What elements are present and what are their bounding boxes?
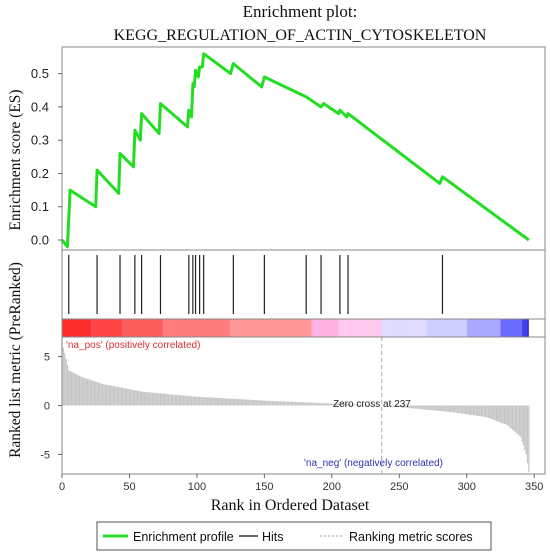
color-bar-segment — [522, 319, 528, 337]
legend-hits-label: Hits — [262, 530, 284, 544]
x-tick-label: 100 — [188, 481, 206, 493]
es-y-tick-label: 0.4 — [31, 99, 49, 114]
x-tick-label: 200 — [323, 481, 341, 493]
color-bar-segment — [466, 319, 501, 337]
metric-y-tick-label: 5 — [44, 352, 50, 364]
color-bar-segment — [338, 319, 382, 337]
legend-metric-label: Ranking metric scores — [349, 530, 473, 544]
color-bar-segment — [230, 319, 312, 337]
es-y-tick-label: 0.3 — [31, 133, 49, 148]
x-tick-label: 0 — [59, 481, 65, 493]
x-tick-label: 300 — [458, 481, 476, 493]
chart-marks: 0.00.10.20.30.40.550-50 50 100 150 200 250 300… — [31, 46, 546, 551]
negative-correlation-label: 'na_neg' (negatively correlated) — [304, 458, 443, 469]
chart-title: Enrichment plot: — [243, 2, 358, 21]
color-bar-segment — [500, 319, 523, 337]
color-bar-segment — [311, 319, 339, 337]
legend-es-label: Enrichment profile — [133, 530, 234, 544]
es-curve — [60, 52, 530, 249]
x-tick-label: 350 — [525, 481, 543, 493]
x-tick-label: 250 — [390, 481, 408, 493]
es-y-tick-label: 0.1 — [31, 199, 49, 214]
color-bar-segment — [91, 319, 123, 337]
color-bar-segment — [122, 319, 164, 337]
es-y-tick-label: 0.5 — [31, 66, 49, 81]
es-y-tick-label: 0.2 — [31, 166, 49, 181]
top-y-axis-label: Enrichment score (ES) — [7, 89, 24, 230]
metric-y-tick-label: 0 — [44, 401, 50, 413]
color-bar-segment — [426, 319, 467, 337]
color-bar-segment — [381, 319, 427, 337]
color-bar-segment — [527, 319, 529, 337]
x-tick-label: 150 — [255, 481, 273, 493]
x-axis-label: Rank in Ordered Dataset — [211, 497, 370, 514]
legend-box — [96, 521, 492, 551]
zero-cross-label: Zero cross at 237 — [333, 399, 411, 410]
chart-subtitle: KEGG_REGULATION_OF_ACTIN_CYTOSKELETON — [114, 27, 487, 44]
positive-correlation-label: 'na_pos' (positively correlated) — [66, 340, 200, 351]
bottom-y-axis-label: Ranked list metric (PreRanked) — [7, 262, 24, 458]
color-bar-segment — [163, 319, 231, 337]
color-bar-segment — [62, 319, 92, 337]
x-tick-label: 50 — [123, 481, 135, 493]
es-y-tick-label: 0.0 — [31, 233, 49, 248]
metric-y-tick-label: -5 — [40, 449, 50, 461]
